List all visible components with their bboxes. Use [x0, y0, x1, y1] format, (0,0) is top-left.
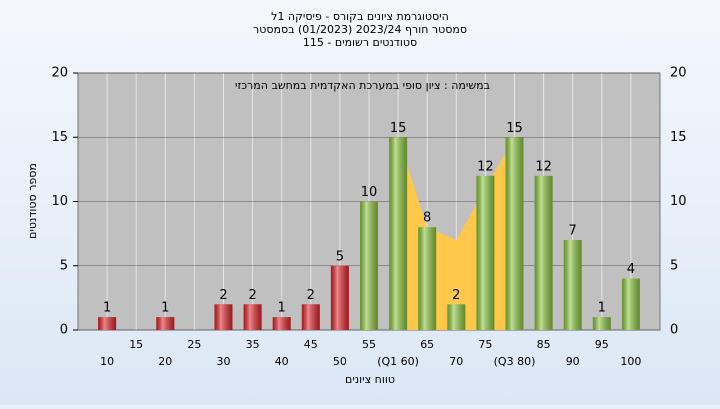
data-label: 7 — [569, 224, 577, 239]
bar-shading — [476, 175, 495, 330]
x-tick-label: 15 — [129, 338, 143, 351]
bar-shading — [621, 278, 640, 330]
chart-subtitle: סטודנטים רשומים - 115 — [303, 36, 417, 49]
x-tick-label: 40 — [275, 355, 289, 368]
y2-tick-label: 0 — [670, 323, 678, 338]
data-label: 12 — [535, 159, 552, 174]
bar-shading — [389, 137, 408, 330]
bar-shading — [330, 265, 349, 330]
data-label: 2 — [307, 288, 315, 303]
y2-tick-label: 20 — [670, 66, 687, 81]
x-tick-label: 30 — [217, 355, 231, 368]
bar-shading — [243, 304, 262, 330]
bar-shading — [98, 317, 117, 330]
data-label: 4 — [627, 262, 635, 277]
bar-shading — [360, 201, 378, 330]
data-label: 1 — [103, 301, 111, 316]
y-tick-label: 15 — [51, 130, 68, 145]
x-tick-label: 65 — [420, 338, 434, 351]
data-label: 2 — [452, 288, 460, 303]
y2-tick-label: 15 — [670, 130, 687, 145]
bar-shading — [534, 175, 553, 330]
data-label: 2 — [248, 288, 256, 303]
x-tick-label: 20 — [158, 355, 172, 368]
x-axis-label: טווח ציונים — [345, 373, 395, 386]
x-tick-label: 100 — [620, 355, 641, 368]
bar-shading — [563, 240, 582, 330]
bar-shading — [301, 304, 320, 330]
bar-shading — [447, 304, 466, 330]
bar-shading — [156, 317, 175, 330]
x-tick-label: 70 — [449, 355, 463, 368]
chart-title: היסטוגרמת ציונים בקורס - פיסיקה 1ל — [271, 10, 449, 23]
x-tick-label: (Q3 80) — [494, 355, 536, 368]
data-label: 1 — [278, 301, 286, 316]
x-tick-label: 35 — [246, 338, 260, 351]
data-label: 1 — [598, 301, 606, 316]
y-axis-label: מספר סטודנטים — [26, 163, 39, 239]
x-tick-label: 75 — [478, 338, 492, 351]
annotation: במשימה : ציון סופי במערכת האקדמית במחשב … — [235, 79, 490, 92]
bar-shading — [214, 304, 233, 330]
x-tick-label: 85 — [537, 338, 551, 351]
x-tick-label: 50 — [333, 355, 347, 368]
data-label: 2 — [219, 288, 227, 303]
data-label: 15 — [506, 121, 523, 136]
x-tick-label: 55 — [362, 338, 376, 351]
x-tick-label: 95 — [595, 338, 609, 351]
data-label: 15 — [390, 121, 407, 136]
y-tick-label: 20 — [51, 66, 68, 81]
data-label: 10 — [361, 185, 378, 200]
bar-shading — [592, 317, 611, 330]
data-label: 1 — [161, 301, 169, 316]
bar-shading — [272, 317, 291, 330]
y-tick-label: 5 — [60, 258, 68, 273]
bar-shading — [418, 227, 437, 330]
x-tick-label: 10 — [100, 355, 114, 368]
y2-tick-label: 5 — [670, 258, 678, 273]
x-tick-label: 25 — [187, 338, 201, 351]
x-tick-label: 90 — [566, 355, 580, 368]
x-tick-label: 45 — [304, 338, 318, 351]
x-tick-label: (Q1 60) — [377, 355, 419, 368]
y-tick-label: 10 — [51, 194, 68, 209]
data-label: 8 — [423, 211, 431, 226]
chart-subtitle: סמסטר חורף 2023/24 (01/2023) בסמסטר — [253, 23, 467, 36]
bar-shading — [505, 137, 524, 330]
data-label: 5 — [336, 249, 344, 264]
y2-tick-label: 10 — [670, 194, 687, 209]
y-tick-label: 0 — [60, 323, 68, 338]
data-label: 12 — [477, 159, 494, 174]
